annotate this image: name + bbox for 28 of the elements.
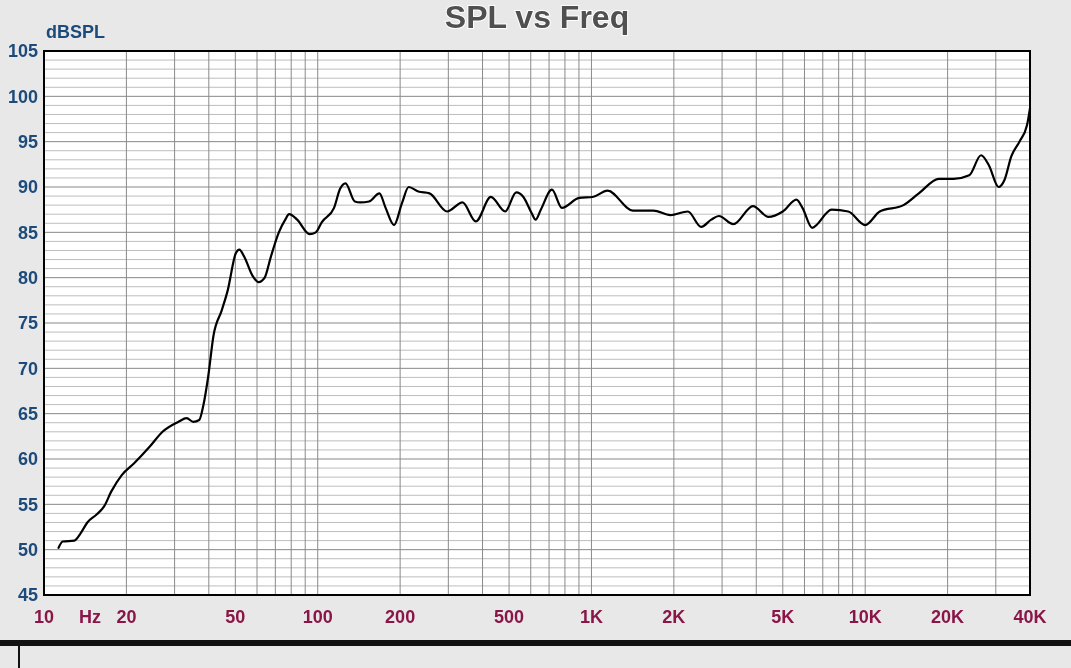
y-tick-label: 65 xyxy=(17,403,38,424)
y-tick-label: 90 xyxy=(17,177,38,198)
y-tick-label: 45 xyxy=(17,585,38,606)
x-tick-label: 2K xyxy=(662,607,686,627)
y-tick-label: 55 xyxy=(17,494,38,515)
y-tick-label: 95 xyxy=(17,131,38,152)
y-axis-title: dBSPL xyxy=(46,22,106,42)
x-tick-label: 5K xyxy=(771,607,795,627)
x-tick-label: 20K xyxy=(931,607,965,627)
x-tick-label: 200 xyxy=(385,607,416,627)
x-tick-label: 100 xyxy=(302,607,333,627)
x-tick-label: 40K xyxy=(1013,607,1047,627)
y-tick-label: 100 xyxy=(7,86,38,107)
x-tick-label: 50 xyxy=(225,607,246,627)
x-tick-label: 10 xyxy=(33,607,55,627)
x-axis-title: Hz xyxy=(79,607,101,627)
x-tick-label: 500 xyxy=(494,607,525,627)
y-tick-label: 105 xyxy=(7,41,38,62)
chart-title: SPL vs Freq xyxy=(444,0,630,35)
y-tick-label: 60 xyxy=(17,449,38,470)
y-tick-label: 80 xyxy=(17,267,38,288)
x-tick-label: 20 xyxy=(116,607,137,627)
y-tick-label: 70 xyxy=(17,358,38,379)
x-tick-label: 1K xyxy=(579,607,603,627)
y-tick-label: 75 xyxy=(17,313,38,334)
y-tick-label: 85 xyxy=(17,222,38,243)
y-tick-label: 50 xyxy=(17,539,38,560)
x-tick-label: 10K xyxy=(848,607,882,627)
